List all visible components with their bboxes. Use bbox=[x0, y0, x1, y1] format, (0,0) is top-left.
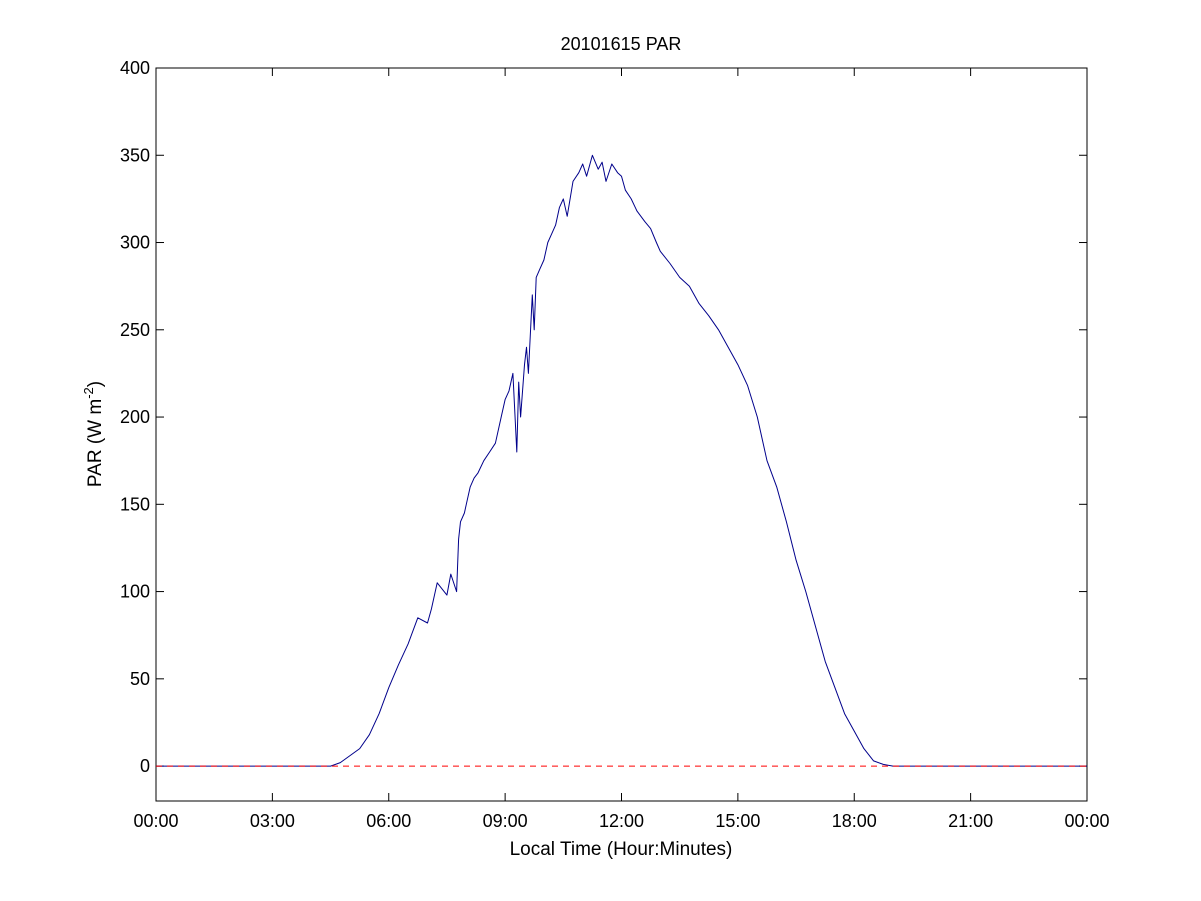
x-tick-label: 09:00 bbox=[483, 811, 528, 831]
y-tick-label: 400 bbox=[120, 58, 150, 78]
plot-area bbox=[155, 67, 1088, 802]
y-axis-label-prefix: PAR (W m bbox=[85, 399, 106, 487]
x-tick-label: 15:00 bbox=[715, 811, 760, 831]
x-tick-label: 06:00 bbox=[366, 811, 411, 831]
x-axis-label: Local Time (Hour:Minutes) bbox=[510, 839, 733, 860]
y-axis-label-suffix: ) bbox=[85, 381, 106, 387]
y-tick-label: 350 bbox=[120, 145, 150, 165]
x-tick-label: 21:00 bbox=[948, 811, 993, 831]
x-tick-label: 18:00 bbox=[832, 811, 877, 831]
y-axis-label-superscript: -2 bbox=[81, 387, 96, 399]
x-tick-label: 00:00 bbox=[1064, 811, 1109, 831]
x-tick-label: 12:00 bbox=[599, 811, 644, 831]
y-tick-label: 250 bbox=[120, 320, 150, 340]
y-axis-ticks: 0 50 100 150 200 250 300 350 400 bbox=[120, 58, 1087, 776]
x-axis-ticks: 00:00 03:00 06:00 09:00 12:00 15:00 18:00 21:00… bbox=[133, 68, 1110, 831]
y-tick-label: 100 bbox=[120, 582, 150, 602]
x-tick-label: 03:00 bbox=[250, 811, 295, 831]
chart-title: 20101615 PAR bbox=[561, 34, 682, 54]
y-tick-label: 50 bbox=[130, 669, 150, 689]
y-tick-label: 200 bbox=[120, 407, 150, 427]
y-tick-label: 0 bbox=[140, 756, 150, 776]
y-axis-label: PAR (W m-2) bbox=[81, 381, 106, 487]
y-tick-label: 300 bbox=[120, 233, 150, 253]
y-tick-label: 150 bbox=[120, 494, 150, 514]
x-tick-label: 00:00 bbox=[133, 811, 178, 831]
series-layer bbox=[156, 154, 1087, 767]
par-series-line bbox=[156, 154, 1087, 767]
